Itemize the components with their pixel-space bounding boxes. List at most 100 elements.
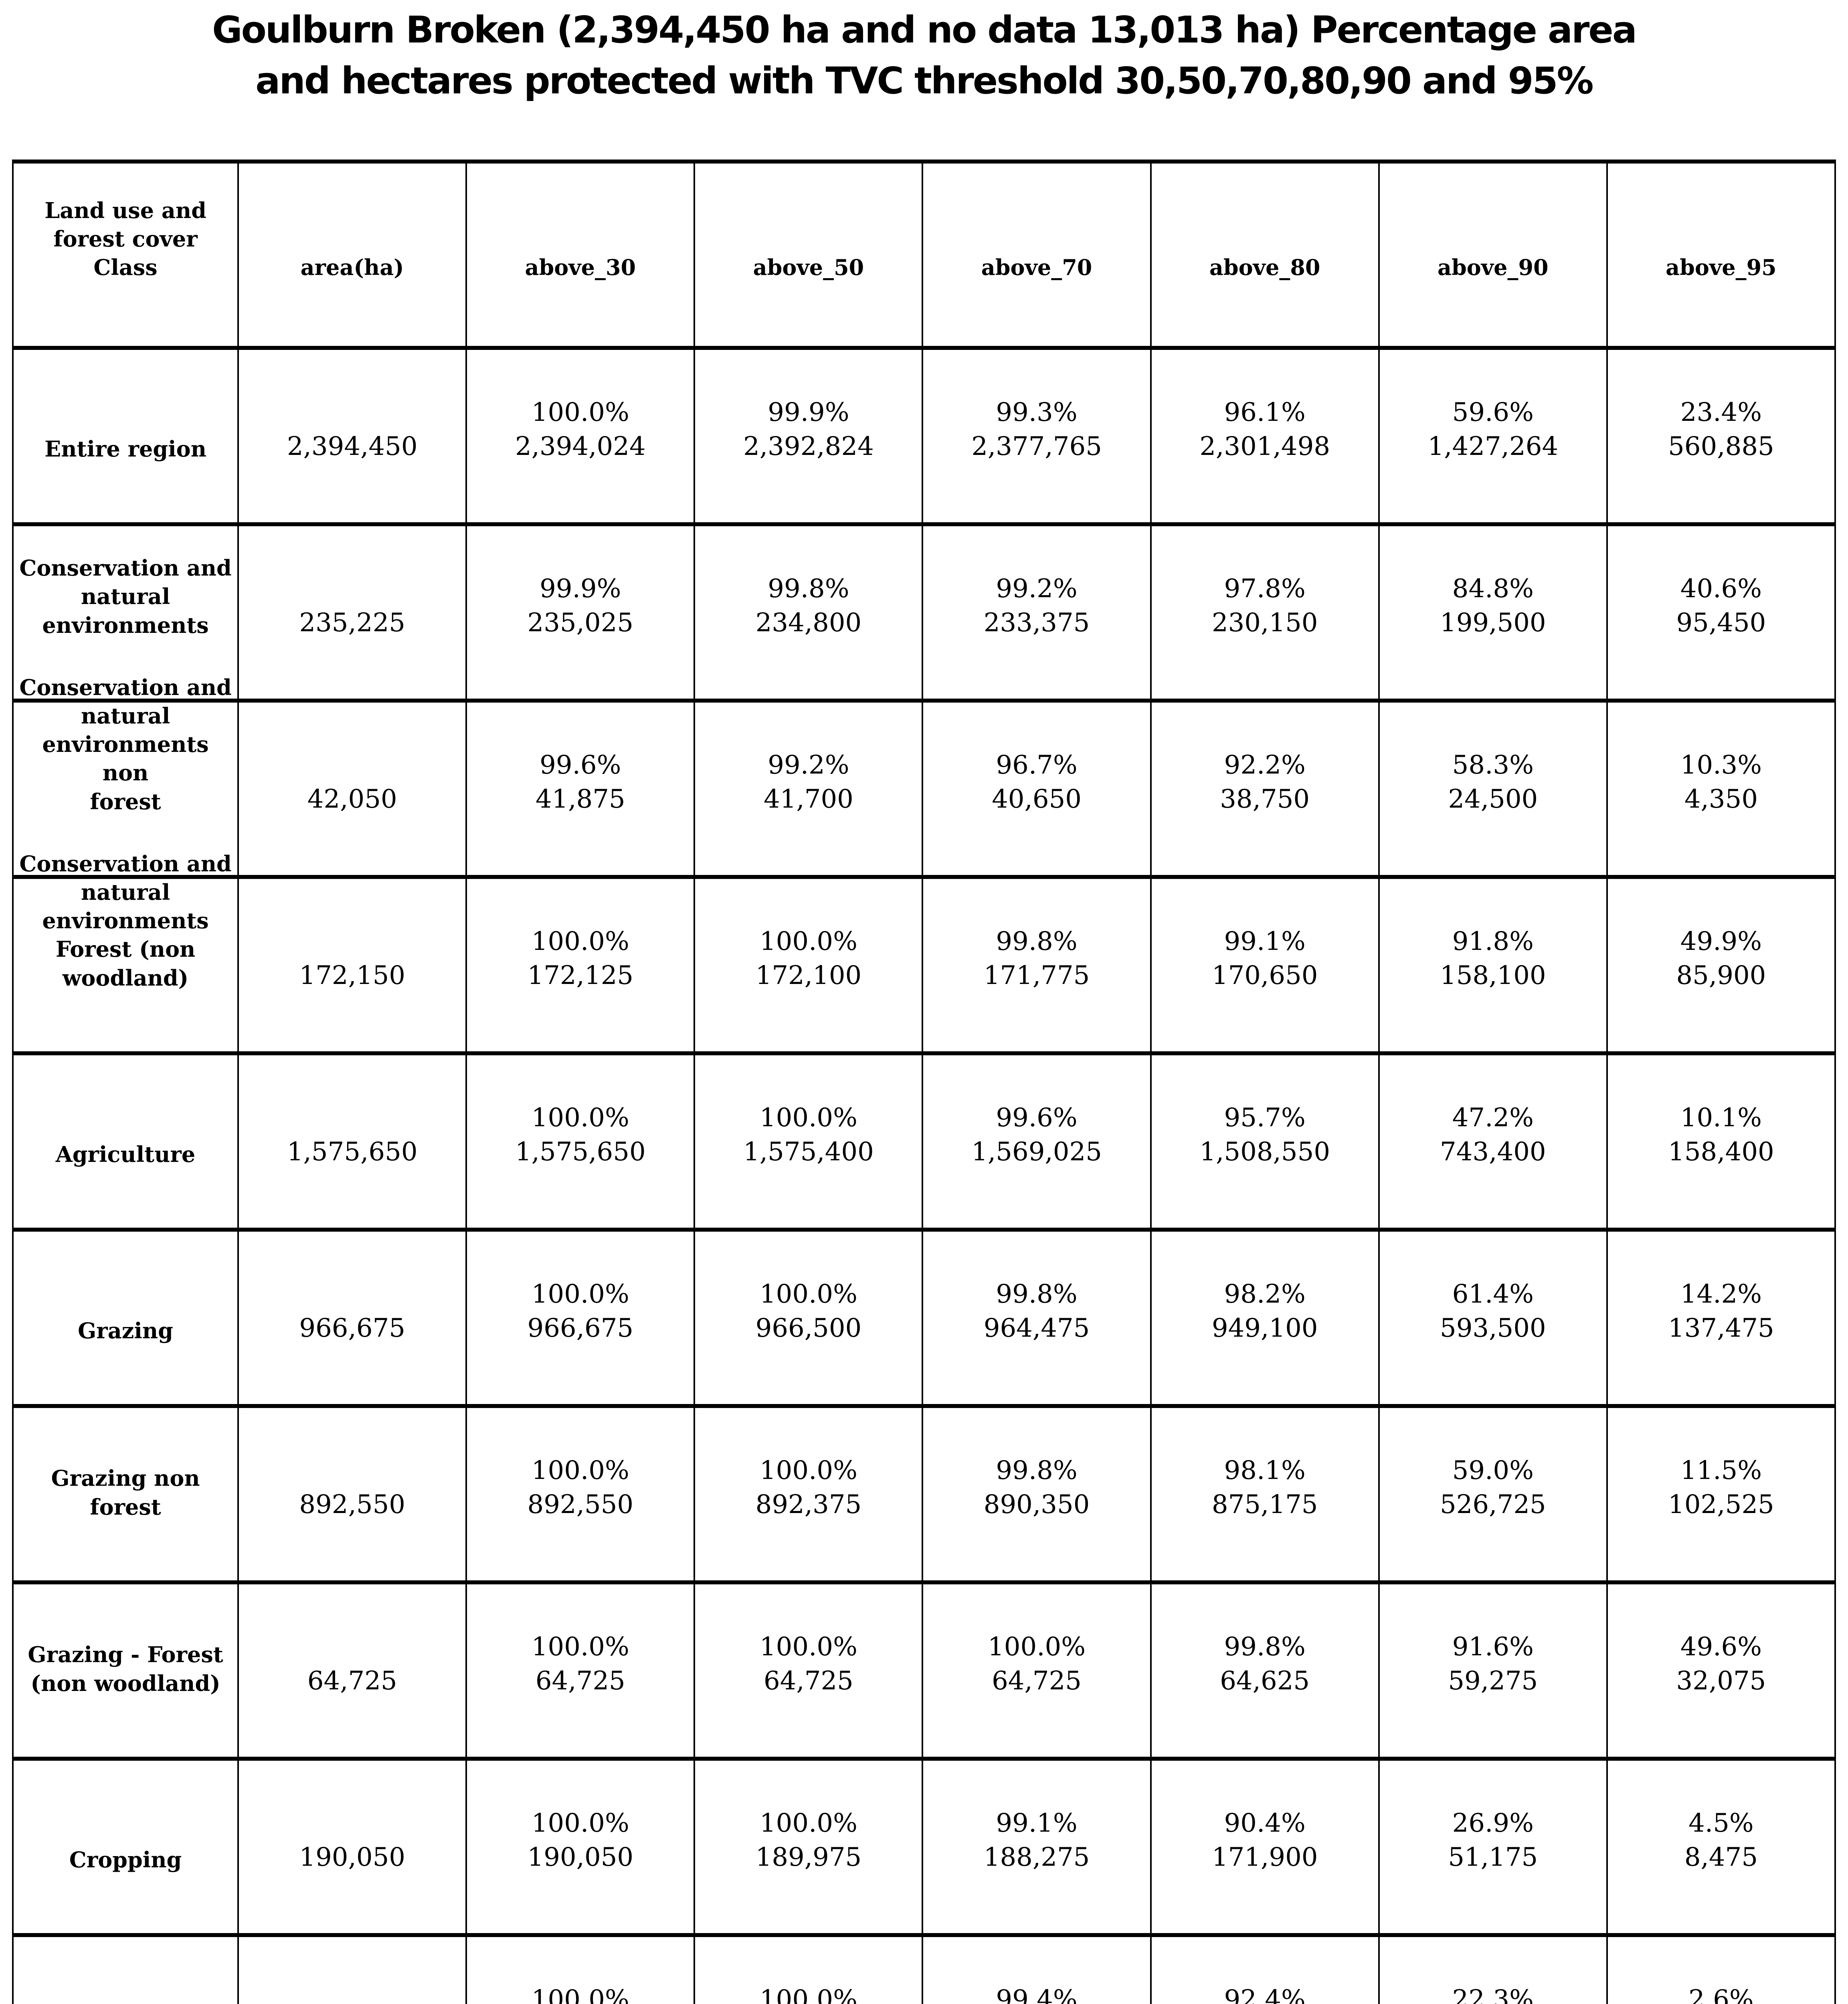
value-cell: 99.2% 233,375: [922, 522, 1152, 703]
value-cell: 84.8% 199,500: [1378, 522, 1608, 703]
table-row: Entire region 2,394,450 100.0% 2,394,024 99.…: [12, 346, 1836, 526]
value-cell: 99.9% 2,392,824: [694, 346, 924, 526]
value-cell: 100.0%406,650: [465, 1933, 696, 2004]
table-row: Conservation and natural environments no…: [12, 675, 1836, 879]
value-cell: 91.8% 158,100: [1378, 875, 1608, 1055]
value-cell: 92.4%375,600: [1150, 1933, 1380, 2004]
value-cell: 100.0% 172,125: [465, 875, 696, 1055]
row-label-cell: Grazing non forest: [12, 1404, 239, 1584]
page-title: Goulburn Broken (2,394,450 ha and no dat…: [0, 5, 1848, 107]
value-cell: 49.6% 32,075: [1606, 1580, 1836, 1761]
value-cell: 26.9% 51,175: [1378, 1757, 1608, 1937]
value-cell: 23.4% 560,885: [1606, 346, 1836, 526]
value-cell: 99.1% 170,650: [1150, 875, 1380, 1055]
value-cell: 100.0% 172,100: [694, 875, 924, 1055]
value-cell: 100.0% 892,375: [694, 1404, 924, 1584]
data-table-container: Land use and forest cover Class area(ha) a…: [12, 160, 1836, 2004]
row-label-cell: Grazing - Forest (non woodland): [12, 1580, 239, 1761]
table-row: Agriculture 1,575,650 100.0% 1,575,650 100.0…: [12, 1051, 1836, 1232]
value-cell: 40.6% 95,450: [1606, 522, 1836, 703]
value-cell: 47.2% 743,400: [1378, 1051, 1608, 1232]
row-label-cell: Grazing: [12, 1228, 239, 1408]
area-cell: 966,675: [237, 1228, 467, 1408]
value-cell: 98.2% 949,100: [1150, 1228, 1380, 1408]
value-cell: 92.2% 38,750: [1150, 699, 1380, 879]
value-cell: 99.6% 1,569,025: [922, 1051, 1152, 1232]
row-label-cell: Cropping: [12, 1757, 239, 1937]
row-label-cell: Conservation and natural environments: [12, 522, 239, 703]
area-cell: 42,050: [237, 699, 467, 879]
value-cell: 99.2% 41,700: [694, 699, 924, 879]
value-cell: 100.0% 1,575,400: [694, 1051, 924, 1232]
value-cell: 96.1% 2,301,498: [1150, 346, 1380, 526]
value-cell: 99.4%404,025: [922, 1933, 1152, 2004]
value-cell: 10.1% 158,400: [1606, 1051, 1836, 1232]
value-cell: 90.4% 171,900: [1150, 1757, 1380, 1937]
value-cell: 61.4% 593,500: [1378, 1228, 1608, 1408]
value-cell: 100.0% 966,675: [465, 1228, 696, 1408]
value-cell: 58.3% 24,500: [1378, 699, 1608, 879]
value-cell: 100.0% 966,500: [694, 1228, 924, 1408]
column-header-area-ha-: area(ha): [237, 160, 467, 350]
row-label-cell: Irrigation: [12, 1933, 239, 2004]
row-label-cell: Agriculture: [12, 1051, 239, 1232]
value-cell: 100.0% 190,050: [465, 1757, 696, 1937]
area-cell: 235,225: [237, 522, 467, 703]
row-label-cell: Entire region: [12, 346, 239, 526]
value-cell: 100.0% 64,725: [694, 1580, 924, 1761]
tvc-threshold-table: Land use and forest cover Class area(ha) a…: [12, 160, 1836, 2004]
value-cell: 100.0% 892,550: [465, 1404, 696, 1584]
value-cell: 99.8% 234,800: [694, 522, 924, 703]
value-cell: 100.0%406,650: [694, 1933, 924, 2004]
area-cell: 2,394,450: [237, 346, 467, 526]
column-header-above-80: above_80: [1150, 160, 1380, 350]
value-cell: 10.3% 4,350: [1606, 699, 1836, 879]
value-cell: 100.0% 2,394,024: [465, 346, 696, 526]
value-cell: 100.0% 1,575,650: [465, 1051, 696, 1232]
area-cell: 172,150: [237, 875, 467, 1055]
value-cell: 4.5% 8,475: [1606, 1757, 1836, 1937]
area-cell: 1,575,650: [237, 1051, 467, 1232]
value-cell: 100.0% 189,975: [694, 1757, 924, 1937]
value-cell: 100.0% 64,725: [922, 1580, 1152, 1761]
value-cell: 22.3%90,775: [1378, 1933, 1608, 2004]
value-cell: 2.6%10,700: [1606, 1933, 1836, 2004]
value-cell: 91.6% 59,275: [1378, 1580, 1608, 1761]
value-cell: 97.8% 230,150: [1150, 522, 1380, 703]
title-line1: Goulburn Broken (2,394,450 ha and no dat…: [212, 8, 1637, 51]
value-cell: 59.6% 1,427,264: [1378, 346, 1608, 526]
table-row: Conservation and natural environments 235…: [12, 522, 1836, 703]
row-label-cell: Conservation and natural environments Fo…: [12, 851, 239, 1055]
value-cell: 100.0% 64,725: [465, 1580, 696, 1761]
table-row: Grazing 966,675 100.0% 966,675 100.0% 966,500…: [12, 1228, 1836, 1408]
column-header-class: Land use and forest cover Class: [12, 160, 239, 350]
value-cell: 99.1% 188,275: [922, 1757, 1152, 1937]
area-cell: 64,725: [237, 1580, 467, 1761]
table-row: Grazing non forest 892,550 100.0% 892,550 10…: [12, 1404, 1836, 1584]
value-cell: 99.8% 964,475: [922, 1228, 1152, 1408]
column-header-above-95: above_95: [1606, 160, 1836, 350]
value-cell: 99.8% 64,625: [1150, 1580, 1380, 1761]
column-header-above-70: above_70: [922, 160, 1152, 350]
value-cell: 11.5% 102,525: [1606, 1404, 1836, 1584]
value-cell: 99.8% 171,775: [922, 875, 1152, 1055]
table-row: Conservation and natural environments Fo…: [12, 851, 1836, 1055]
value-cell: 96.7% 40,650: [922, 699, 1152, 879]
area-cell: 190,050: [237, 1757, 467, 1937]
value-cell: 49.9% 85,900: [1606, 875, 1836, 1055]
title-line2: and hectares protected with TVC threshol…: [255, 59, 1593, 102]
value-cell: 98.1% 875,175: [1150, 1404, 1380, 1584]
column-header-above-50: above_50: [694, 160, 924, 350]
value-cell: 14.2% 137,475: [1606, 1228, 1836, 1408]
column-header-above-90: above_90: [1378, 160, 1608, 350]
header-row: Land use and forest cover Class area(ha) a…: [12, 160, 1836, 350]
row-label-cell: Conservation and natural environments no…: [12, 675, 239, 879]
value-cell: 59.0% 526,725: [1378, 1404, 1608, 1584]
value-cell: 99.3% 2,377,765: [922, 346, 1152, 526]
value-cell: 99.8% 890,350: [922, 1404, 1152, 1584]
area-cell: 406,650: [237, 1933, 467, 2004]
table-row: Irrigation406,650100.0%406,650100.0%406,…: [12, 1933, 1836, 2004]
value-cell: 99.6% 41,875: [465, 699, 696, 879]
table-row: Cropping 190,050 100.0% 190,050 100.0% 189,97…: [12, 1757, 1836, 1937]
table-row: Grazing - Forest (non woodland) 64,725 100…: [12, 1580, 1836, 1761]
